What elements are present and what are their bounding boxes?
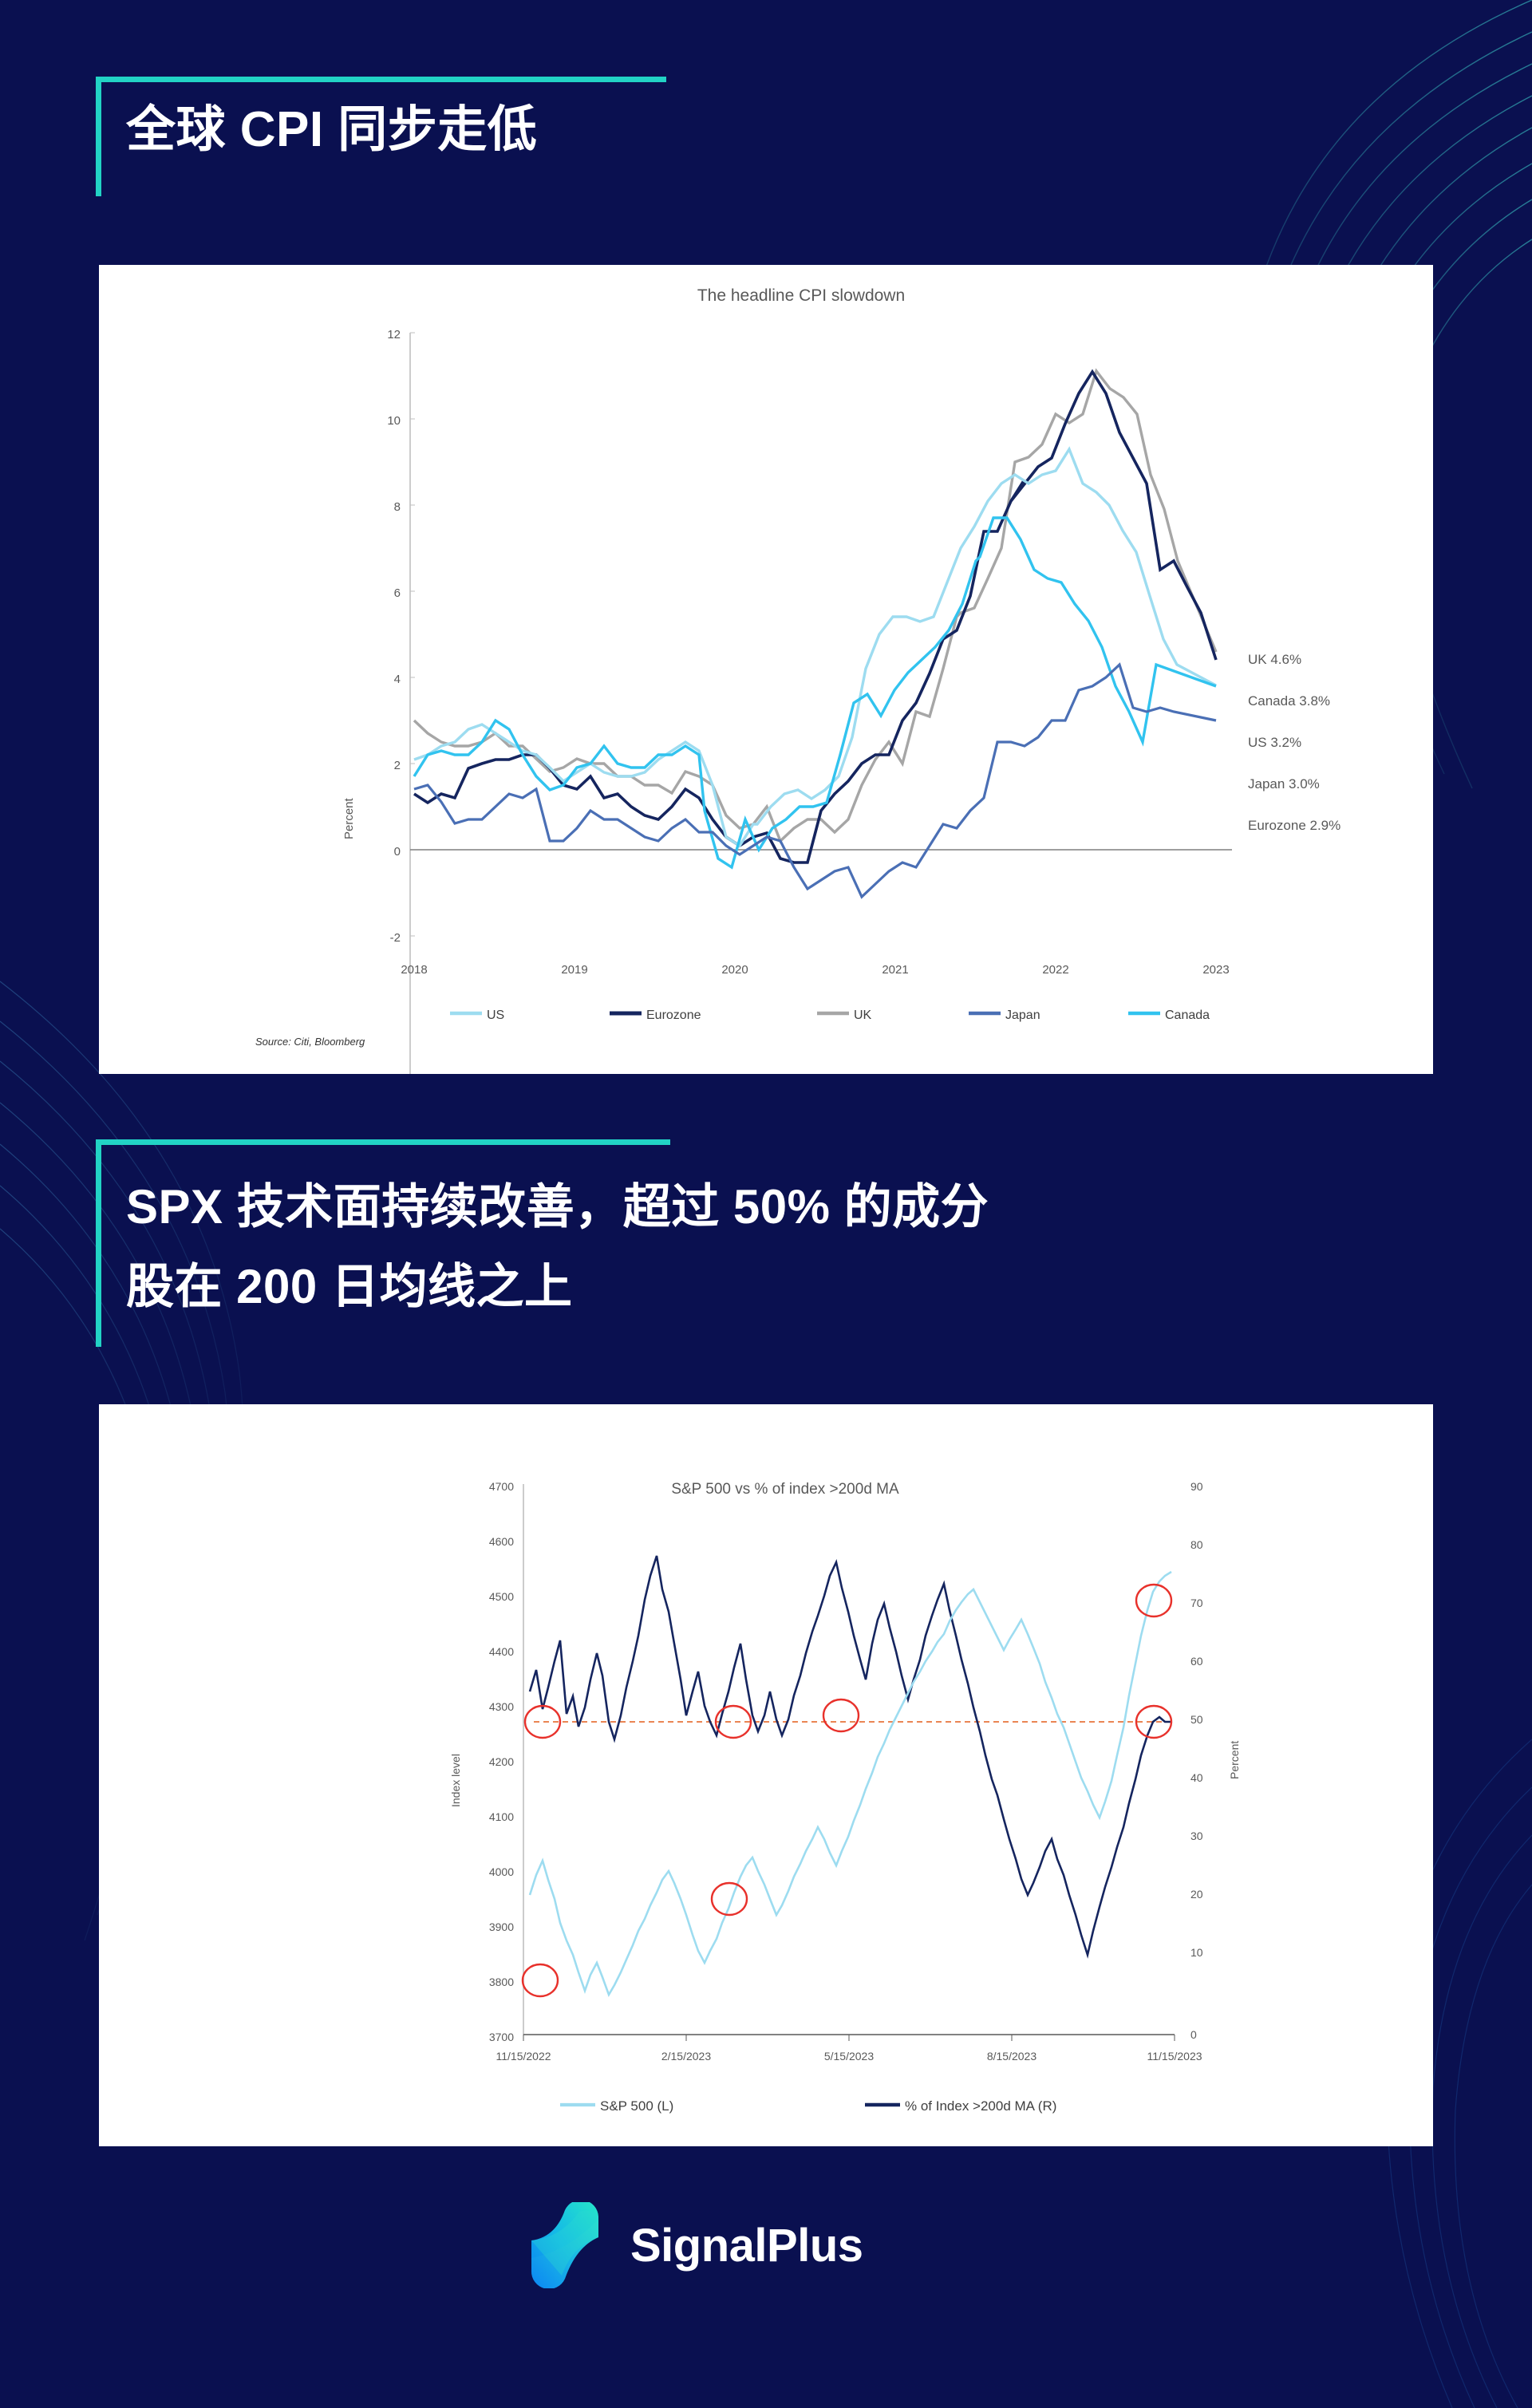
chart-1-x-axis: 2018 2019 2020 2021 2022 2023 (401, 963, 1229, 977)
svg-text:4: 4 (394, 673, 401, 686)
svg-text:5/15/2023: 5/15/2023 (824, 2050, 874, 2063)
svg-text:4000: 4000 (489, 1865, 514, 1878)
chart-2-series-pct-200dma (528, 1555, 1171, 1959)
svg-text:4300: 4300 (489, 1700, 514, 1713)
chart-2-left-axis: 4700 4600 4500 4400 4300 4200 4100 4000 … (449, 1480, 524, 2043)
svg-text:-2: -2 (390, 931, 401, 945)
marker-5 (822, 1698, 860, 1733)
svg-text:11/15/2023: 11/15/2023 (1147, 2050, 1202, 2063)
svg-text:4100: 4100 (489, 1810, 514, 1823)
annotation-canada: Canada 3.8% (1248, 693, 1330, 709)
annotation-japan: Japan 3.0% (1248, 776, 1320, 791)
chart-2-card: Chart: >50% of SPX over 200d MA has been… (99, 1404, 1433, 2146)
marker-2 (521, 1963, 559, 1998)
heading-2-accent-bar-left (96, 1139, 101, 1347)
marker-6 (1135, 1583, 1173, 1618)
marker-7 (1135, 1704, 1173, 1739)
svg-text:2/15/2023: 2/15/2023 (661, 2050, 711, 2063)
chart-2-x-axis: 11/15/2022 2/15/2023 5/15/2023 8/15/2023… (496, 2034, 1202, 2063)
chart-2-right-axis: 90 80 70 60 50 40 30 20 10 0 Percent (1190, 1480, 1241, 2041)
heading-2-accent-bar-top (96, 1139, 670, 1145)
svg-text:12: 12 (387, 328, 401, 341)
svg-text:0: 0 (394, 845, 401, 859)
svg-text:4600: 4600 (489, 1535, 514, 1548)
chart-2-title: S&P 500 vs % of index >200d MA (671, 1481, 899, 1498)
svg-text:2019: 2019 (561, 963, 587, 977)
chart-2-series-spx (528, 1570, 1172, 1998)
marker-1 (523, 1704, 562, 1739)
legend-item-eurozone: Eurozone (646, 1009, 701, 1022)
svg-text:2: 2 (394, 759, 401, 772)
svg-text:10: 10 (1190, 1946, 1203, 1959)
svg-text:6: 6 (394, 586, 401, 600)
legend-item-us: US (487, 1009, 504, 1022)
annotation-uk: UK 4.6% (1248, 652, 1301, 667)
section-2-heading: SPX 技术面持续改善，超过 50% 的成分 股在 200 日均线之上 (96, 1139, 989, 1347)
svg-text:50: 50 (1190, 1713, 1203, 1726)
svg-text:60: 60 (1190, 1655, 1203, 1668)
chart-1-series-us (413, 446, 1217, 848)
chart-1-y-axis: 12 10 8 6 4 2 0 -2 (387, 328, 415, 1091)
section-2-heading-line1: SPX 技术面持续改善，超过 50% 的成分 (126, 1180, 989, 1234)
legend-item-canada: Canada (1165, 1009, 1210, 1022)
svg-text:3800: 3800 (489, 1976, 514, 1988)
svg-text:2020: 2020 (721, 963, 748, 977)
chart-1-annotations: UK 4.6% Canada 3.8% US 3.2% Japan 3.0% E… (1248, 652, 1340, 833)
footer-logo: SignalPlus (527, 2202, 863, 2288)
svg-text:20: 20 (1190, 1888, 1203, 1901)
svg-text:3900: 3900 (489, 1920, 514, 1933)
legend-item-japan: Japan (1005, 1009, 1040, 1022)
svg-text:2022: 2022 (1042, 963, 1068, 977)
svg-text:4700: 4700 (489, 1480, 514, 1493)
marker-3 (710, 1881, 748, 1917)
marker-4 (714, 1704, 752, 1739)
chart-2-ylabel-left: Index level (449, 1754, 462, 1807)
chart-1-series-canada (413, 516, 1217, 870)
signalplus-mark-icon (531, 2202, 598, 2288)
legend-item-uk: UK (854, 1009, 872, 1022)
chart-2-legend: S&P 500 (L) % of Index >200d MA (R) (560, 2098, 1056, 2114)
svg-text:4400: 4400 (489, 1645, 514, 1658)
svg-text:80: 80 (1190, 1538, 1203, 1551)
svg-text:4200: 4200 (489, 1755, 514, 1768)
section-1-heading: 全球 CPI 同步走低 (96, 77, 666, 196)
section-1-heading-text: 全球 CPI 同步走低 (126, 102, 538, 157)
svg-text:30: 30 (1190, 1830, 1203, 1842)
svg-text:11/15/2022: 11/15/2022 (496, 2050, 551, 2063)
svg-text:2018: 2018 (401, 963, 427, 977)
svg-text:4500: 4500 (489, 1590, 514, 1603)
heading-accent-bar-left (96, 77, 101, 196)
chart-1-title: The headline CPI slowdown (697, 286, 905, 305)
chart-2-svg: S&P 500 vs % of index >200d MA 4700 4600… (99, 1404, 1433, 2146)
chart-1-series-japan (413, 662, 1217, 899)
legend-item-pct-200dma: % of Index >200d MA (R) (905, 2098, 1056, 2114)
svg-text:8/15/2023: 8/15/2023 (987, 2050, 1036, 2063)
svg-text:70: 70 (1190, 1597, 1203, 1609)
svg-text:2023: 2023 (1202, 963, 1229, 977)
svg-text:2021: 2021 (882, 963, 908, 977)
chart-1-card: The headline CPI slowdown Percent 12 10 … (99, 265, 1433, 1091)
chart-2-markers (521, 1583, 1173, 1998)
chart-1-ylabel: Percent (342, 797, 356, 839)
svg-text:10: 10 (387, 414, 401, 428)
legend-item-spx: S&P 500 (L) (600, 2098, 673, 2114)
annotation-eurozone: Eurozone 2.9% (1248, 818, 1340, 833)
chart-2-ylabel-right: Percent (1228, 1741, 1241, 1779)
chart-1-source: Source: Citi, Bloomberg (255, 1036, 365, 1048)
svg-text:8: 8 (394, 500, 401, 514)
svg-text:40: 40 (1190, 1771, 1203, 1784)
annotation-us: US 3.2% (1248, 735, 1301, 750)
chart-1-legend: US Eurozone UK Japan Canada (450, 1009, 1210, 1022)
svg-text:3700: 3700 (489, 2031, 514, 2043)
svg-text:90: 90 (1190, 1480, 1203, 1493)
heading-accent-bar-top (96, 77, 666, 82)
svg-text:0: 0 (1190, 2028, 1197, 2041)
section-2-heading-line2: 股在 200 日均线之上 (126, 1260, 573, 1313)
signalplus-wordmark: SignalPlus (630, 2219, 863, 2272)
chart-1-svg: The headline CPI slowdown Percent 12 10 … (99, 265, 1433, 1091)
chart-1-series-uk (413, 368, 1218, 843)
